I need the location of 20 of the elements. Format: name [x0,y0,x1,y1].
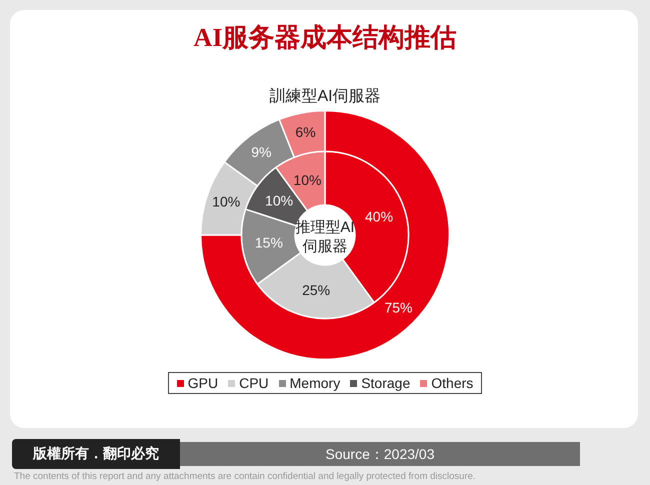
legend-label: GPU [188,375,218,391]
chart-title: AI服务器成本结构推估 [192,22,458,54]
slice-label: 推理型AI伺服器 [294,218,356,256]
legend-label: Others [431,375,474,391]
data-label: 6% [295,124,316,140]
slice-label: 訓練型AI伺服器 [268,86,382,107]
legend-label: CPU [239,375,269,391]
source-note: Source：2023/03 [324,446,436,464]
data-label: 10% [293,172,322,188]
data-label: 40% [364,208,394,224]
legend-label: Storage [361,375,410,391]
data-label: 10% [212,194,240,210]
data-label: 9% [251,144,272,160]
data-label: 10% [265,192,294,208]
legend-label: Memory [290,375,340,391]
data-label: 15% [254,234,283,251]
data-label: 75% [384,299,412,316]
text: The contents of this report and any attachments are contain confidential and legally protected from disclosure. [14,471,476,482]
text: 版權所有．翻印必究 [32,445,160,463]
data-label: 25% [302,282,330,298]
